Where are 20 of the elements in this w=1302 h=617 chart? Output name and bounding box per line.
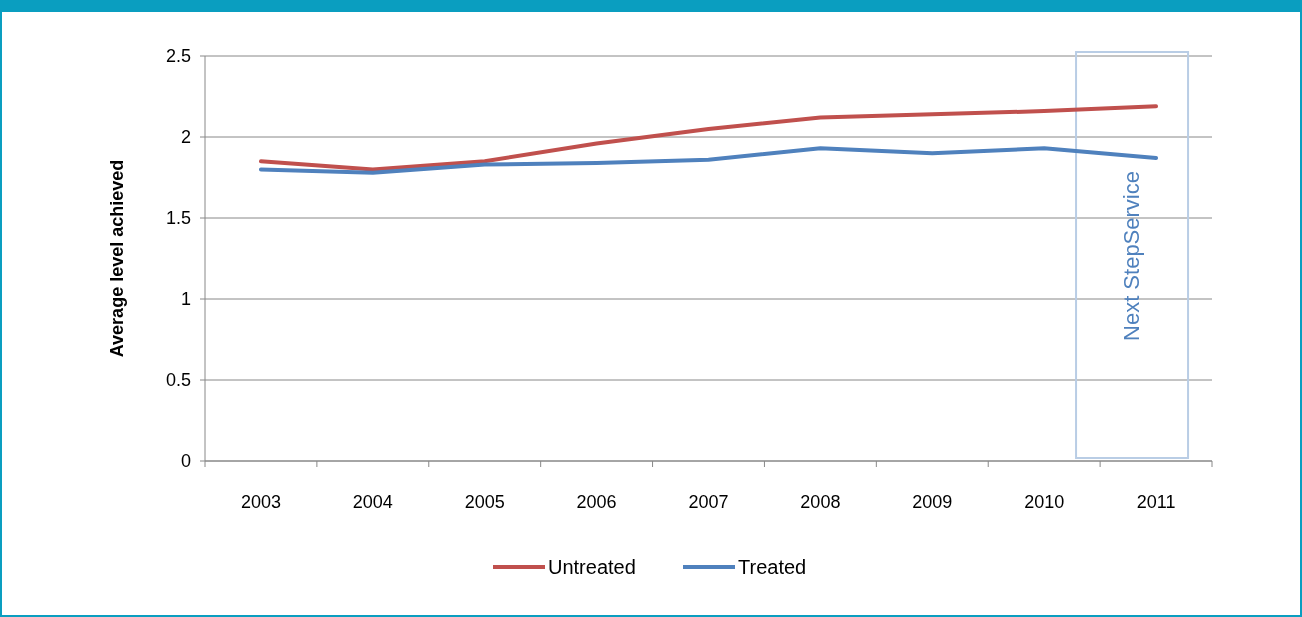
x-tick-label: 2007 [688,492,729,512]
legend-label: Untreated [548,556,636,578]
x-tick-label: 2010 [1024,492,1065,512]
annotation: Next StepService [1119,171,1145,341]
legend-label: Treated [738,556,807,578]
x-tick-label: 2009 [912,492,953,512]
x-tick-label: 2008 [800,492,841,512]
line-series [258,104,1159,172]
y-tick-label: 2 [180,127,191,148]
x-tick-label: 2005 [464,492,505,512]
x-tick-label: 2003 [240,492,281,512]
x-tick-label: 2006 [576,492,617,512]
x-tick-label: 2004 [352,492,393,512]
y-tick-label: 0 [180,451,191,472]
y-tick-label: 0.5 [165,370,191,391]
y-axis-title: Average level achieved [107,159,127,358]
y-tick-label: 1.5 [165,208,191,229]
y-tick-label: 2.5 [165,46,191,67]
y-tick-label: 1 [180,289,191,310]
x-tick-label: 2011 [1136,492,1176,512]
